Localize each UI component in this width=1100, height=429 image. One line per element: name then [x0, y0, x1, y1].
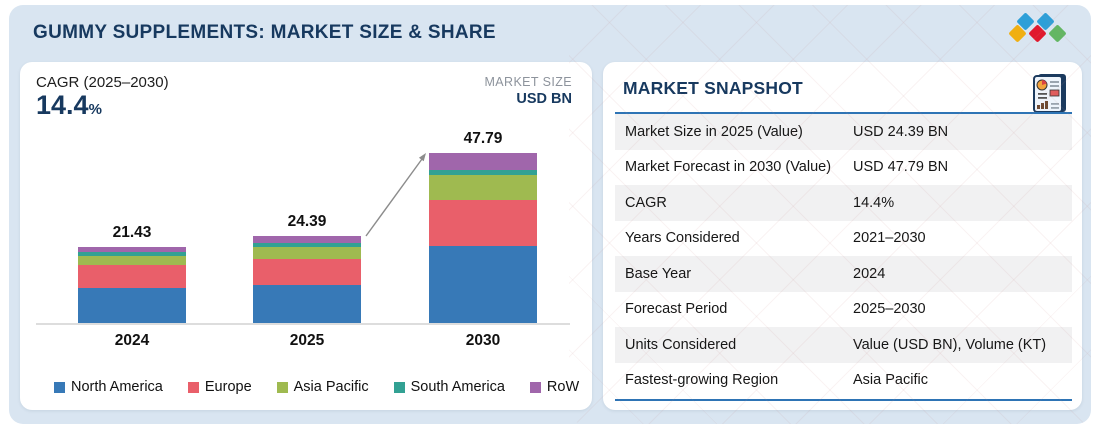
legend-label: Asia Pacific — [293, 379, 369, 395]
snapshot-row-value: Value (USD BN), Volume (KT) — [853, 336, 1047, 353]
bar-segment-2025-row — [253, 236, 361, 243]
legend-item-south-america: South America — [393, 379, 505, 395]
snapshot-title: MARKET SNAPSHOT — [623, 78, 803, 98]
snapshot-row-label: Market Size in 2025 (Value) — [625, 123, 803, 140]
legend-label: North America — [71, 379, 163, 395]
chart-card: CAGR (2025–2030) 14.4% MARKET SIZE USD B… — [20, 62, 592, 410]
snapshot-row-label: CAGR — [625, 194, 667, 211]
x-axis-label-2025: 2025 — [289, 332, 325, 349]
legend-item-north-america: North America — [54, 379, 163, 395]
snapshot-row-6: Forecast Period 2025–2030 — [615, 292, 1072, 328]
snapshot-row-label: Years Considered — [625, 230, 740, 247]
snapshot-table: Market Size in 2025 (Value) USD 24.39 BN M… — [615, 114, 1072, 398]
bar-total-label-2024: 21.43 — [112, 223, 152, 241]
snapshot-row-label: Forecast Period — [625, 301, 728, 318]
bar-total-label-2025: 24.39 — [287, 213, 327, 231]
snapshot-row-5: Base Year 2024 — [615, 256, 1072, 292]
legend-swatch-icon — [54, 381, 65, 393]
stacked-bar-2025 — [253, 236, 361, 323]
snapshot-row-2: Market Forecast in 2030 (Value) USD 47.79… — [615, 150, 1072, 186]
snapshot-row-value: 2025–2030 — [853, 301, 926, 318]
table-bottom-rule — [615, 399, 1072, 401]
market-size-note: MARKET SIZE USD BN — [484, 75, 572, 107]
snapshot-row-label: Fastest-growing Region — [625, 372, 779, 389]
snapshot-row-label: Base Year — [625, 265, 692, 282]
bar-segment-2025-south-america — [253, 242, 361, 248]
bar-segment-2024-row — [78, 246, 186, 252]
snapshot-row-label: Units Considered — [625, 336, 737, 353]
snapshot-row-7: Units Considered Value (USD BN), Volume (… — [615, 327, 1072, 363]
x-axis-label-2024: 2024 — [114, 332, 150, 349]
legend-item-europe: Europe — [187, 379, 252, 395]
bar-segment-2024-north-america — [78, 288, 186, 323]
legend-label: Europe — [204, 379, 252, 395]
report-panel: GUMMY SUPPLEMENTS: MARKET SIZE & SHARE C… — [9, 5, 1091, 424]
bar-segment-2025-asia-pacific — [253, 247, 361, 259]
green-diamond-icon — [1047, 23, 1067, 43]
snapshot-row-value: 2024 — [853, 265, 886, 282]
stacked-bar-2024 — [78, 246, 186, 323]
bar-segment-2024-south-america — [78, 251, 186, 257]
stacked-bar-chart: 21.43 2024 24.39 2025 47.79 2030 — [20, 62, 592, 410]
bar-segment-2030-row — [429, 153, 537, 170]
stacked-bar-2030 — [429, 153, 537, 323]
snapshot-row-1: Market Size in 2025 (Value) USD 24.39 BN — [615, 114, 1072, 150]
bar-segment-2024-asia-pacific — [78, 256, 186, 266]
market-size-unit: USD BN — [516, 91, 572, 107]
snapshot-row-label: Market Forecast in 2030 (Value) — [625, 159, 832, 176]
page-title: GUMMY SUPPLEMENTS: MARKET SIZE & SHARE — [33, 22, 496, 43]
market-size-label: MARKET SIZE — [484, 75, 572, 89]
legend-swatch-icon — [187, 381, 199, 393]
chart-legend: North America Europe Asia Pacific South Ame… — [54, 379, 579, 395]
bar-segment-2030-asia-pacific — [429, 175, 537, 200]
snapshot-row-value: USD 24.39 BN — [853, 123, 949, 140]
snapshot-row-value: 2021–2030 — [853, 230, 926, 247]
cagr-number: 14.4 — [36, 90, 89, 120]
cagr-value: 14.4% — [36, 90, 102, 121]
cagr-percent-sign: % — [88, 101, 102, 118]
legend-item-row: RoW — [529, 379, 580, 395]
snapshot-row-value: USD 47.79 BN — [853, 159, 949, 176]
bar-segment-2030-europe — [429, 199, 537, 247]
snapshot-row-value: Asia Pacific — [853, 372, 928, 389]
bar-segment-2025-europe — [253, 258, 361, 285]
bar-segment-2025-north-america — [253, 284, 361, 323]
legend-swatch-icon — [393, 381, 405, 393]
market-snapshot-card: MARKET SNAPSHOT Market Size in 2025 (Val… — [603, 62, 1082, 410]
legend-label: South America — [410, 379, 505, 395]
report-document-icon — [1033, 74, 1066, 113]
snapshot-row-3: CAGR 14.4% — [615, 185, 1072, 221]
legend-label: RoW — [546, 379, 580, 395]
brand-logo — [1005, 11, 1071, 45]
legend-item-asia-pacific: Asia Pacific — [276, 379, 369, 395]
legend-swatch-icon — [276, 381, 288, 393]
growth-arrow — [365, 153, 426, 237]
legend-swatch-icon — [529, 381, 541, 393]
bar-segment-2030-north-america — [429, 246, 537, 323]
bar-total-label-2030: 47.79 — [463, 130, 503, 147]
bar-segment-2024-europe — [78, 265, 186, 289]
x-axis-label-2030: 2030 — [465, 332, 501, 349]
snapshot-row-4: Years Considered 2021–2030 — [615, 221, 1072, 257]
x-axis-line — [36, 323, 570, 325]
snapshot-row-value: 14.4% — [853, 194, 895, 211]
bar-segment-2030-south-america — [429, 169, 537, 176]
snapshot-row-8: Fastest-growing Region Asia Pacific — [615, 363, 1072, 399]
table-top-rule — [615, 112, 1072, 114]
cagr-label: CAGR (2025–2030) — [36, 74, 169, 91]
